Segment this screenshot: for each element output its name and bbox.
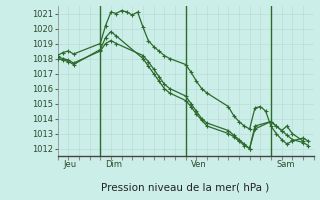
Text: Dim: Dim [106,160,123,169]
Text: Pression niveau de la mer( hPa ): Pression niveau de la mer( hPa ) [101,183,270,193]
Text: Sam: Sam [276,160,295,169]
Text: Jeu: Jeu [63,160,76,169]
Text: Ven: Ven [191,160,207,169]
